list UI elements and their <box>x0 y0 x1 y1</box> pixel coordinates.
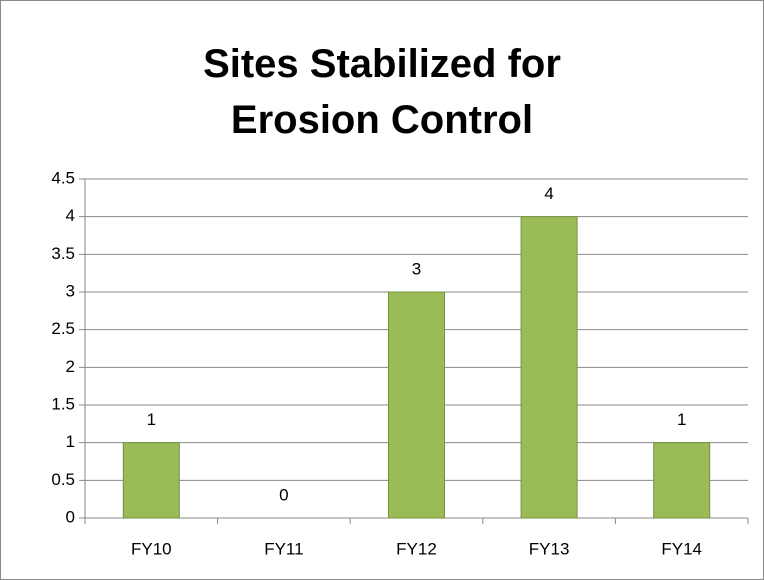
y-tick-label: 4 <box>66 206 75 225</box>
x-tick-label: FY12 <box>396 539 437 558</box>
y-tick-label: 1.5 <box>51 394 75 413</box>
y-tick-label: 1 <box>66 432 75 451</box>
y-tick-label: 3 <box>66 281 75 300</box>
bar <box>520 216 578 519</box>
value-label: 3 <box>412 259 421 278</box>
y-tick-label: 0 <box>66 507 75 526</box>
y-tick-label: 0.5 <box>51 470 75 489</box>
y-tick-label: 2.5 <box>51 319 75 338</box>
x-tick-label: FY13 <box>529 539 570 558</box>
bar <box>122 442 180 519</box>
value-label: 0 <box>279 485 288 504</box>
y-tick-label: 3.5 <box>51 244 75 263</box>
x-tick-label: FY11 <box>264 539 303 558</box>
title-box: Sites Stabilized for Erosion Control <box>0 36 764 148</box>
bar <box>388 291 445 519</box>
y-tick-label: 4.5 <box>51 168 75 187</box>
value-label: 4 <box>544 184 553 203</box>
value-label: 1 <box>147 410 156 429</box>
y-tick-label: 2 <box>66 357 75 376</box>
chart-title: Sites Stabilized for Erosion Control <box>203 42 561 142</box>
bar <box>653 442 711 519</box>
x-tick-label: FY14 <box>661 539 702 558</box>
x-tick-label: FY10 <box>131 539 172 558</box>
value-label: 1 <box>677 410 686 429</box>
